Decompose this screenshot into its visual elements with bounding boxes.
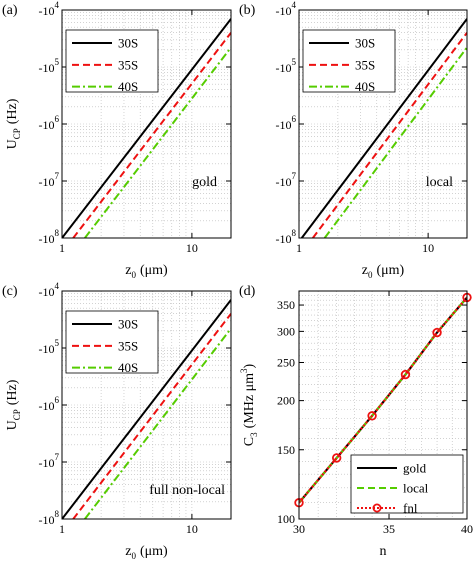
series-line-35S <box>72 32 231 238</box>
legend-label: 40S <box>118 360 138 375</box>
legend-label: 40S <box>355 79 375 94</box>
axes-frame <box>298 290 468 520</box>
x-tick-label: 35 <box>383 522 395 536</box>
panel-annotation: gold <box>192 175 217 190</box>
x-axis-label: z0 (μm) <box>125 263 168 280</box>
y-tick-label: -104 <box>276 0 297 18</box>
panel-label: (a) <box>2 3 18 18</box>
panel-2: 1 10 -104 -105 -106 -107 -108 (b) z0 (μm) local 30S… <box>239 0 468 280</box>
y-tick-label: -107 <box>39 452 60 470</box>
series-line-35S <box>72 313 231 519</box>
series-line-30S <box>300 18 467 238</box>
x-tick-label: 1 <box>296 241 302 255</box>
y-tick-label: -108 <box>39 509 60 527</box>
legend-label: 35S <box>355 57 375 72</box>
series-group <box>62 299 231 519</box>
legend-label: 30S <box>118 36 138 51</box>
legend-label: gold <box>403 461 427 476</box>
series-line-30S <box>62 18 231 238</box>
series-line-40S <box>323 46 467 238</box>
x-tick-label: 1 <box>59 241 65 255</box>
legend-box <box>65 310 159 374</box>
legend-label: 35S <box>118 338 138 353</box>
panel-4: 30 35 40 100 150 200 250 300 350 (d) n C3(MHz μm3) g… <box>239 284 473 559</box>
legend: 30S 35S 40S <box>65 29 159 94</box>
x-tick-label: 10 <box>422 241 434 255</box>
x-tick-label: 10 <box>186 522 198 536</box>
series-line-30S <box>62 299 231 519</box>
data-point-fnl <box>367 411 377 421</box>
legend-label: 35S <box>118 57 138 72</box>
y-tick-label: -107 <box>39 171 60 189</box>
panel-label: (b) <box>239 3 256 18</box>
y-axis-label: UCP(Hz) <box>5 98 22 149</box>
y-tick-label: 150 <box>277 443 295 457</box>
legend-label: fnl <box>403 501 418 516</box>
series-group <box>300 18 467 238</box>
x-axis-label: n <box>380 544 387 559</box>
data-point-fnl <box>400 369 411 380</box>
data-point-fnl <box>432 327 442 338</box>
y-axis-label: C3(MHz μm3) <box>239 363 259 446</box>
x-tick-label: 30 <box>293 522 305 536</box>
y-tick-label: -108 <box>39 228 60 246</box>
y-tick-label: -106 <box>39 395 60 413</box>
y-tick-label: 350 <box>277 298 295 312</box>
legend-box <box>350 454 464 514</box>
series-line-35S <box>312 32 467 238</box>
legend: gold local fnl <box>350 454 464 516</box>
y-tick-label: 300 <box>277 324 295 338</box>
y-tick-label: -106 <box>39 114 60 132</box>
y-tick-label: 250 <box>277 356 295 370</box>
y-tick-label: 200 <box>277 394 295 408</box>
y-tick-label: 100 <box>277 512 295 526</box>
legend: 30S 35S 40S <box>65 310 159 375</box>
y-tick-label: -107 <box>276 171 297 189</box>
y-tick-label: -105 <box>276 57 297 75</box>
y-tick-label: -105 <box>39 57 60 75</box>
legend-box <box>65 29 159 93</box>
y-tick-label: -108 <box>276 228 297 246</box>
legend-label: 30S <box>355 36 375 51</box>
y-tick-label: -104 <box>39 281 60 299</box>
data-point-fnl <box>331 453 342 463</box>
x-axis-label: z0 (μm) <box>125 544 168 561</box>
legend-label: local <box>403 481 429 496</box>
panel-1: 1 10 -104 -105 -106 -107 -108 (a) z0 (μm) UCP(Hz) g… <box>2 0 232 280</box>
x-axis-label: z0 (μm) <box>362 263 405 280</box>
legend-label: 40S <box>118 79 138 94</box>
series-group <box>62 18 231 238</box>
x-tick-label: 40 <box>461 522 473 536</box>
legend-label: 30S <box>118 317 138 332</box>
series-line-fnl <box>299 296 467 504</box>
legend-box <box>302 29 396 93</box>
panel-label: (d) <box>239 284 256 299</box>
x-tick-label: 1 <box>59 522 65 536</box>
legend-marker <box>372 503 382 513</box>
legend: 30S 35S 40S <box>302 29 396 94</box>
series-group <box>299 296 467 504</box>
y-tick-label: -106 <box>276 114 297 132</box>
y-tick-label: -105 <box>39 338 60 356</box>
panel-3: 1 10 -104 -105 -106 -107 -108 (c) z0 (μm) UCP(Hz) f… <box>2 281 232 561</box>
x-tick-label: 10 <box>186 241 198 255</box>
y-tick-label: -104 <box>39 0 60 18</box>
y-axis-label: UCP(Hz) <box>5 379 22 430</box>
panel-label: (c) <box>2 284 18 299</box>
panel-annotation: local <box>426 175 453 190</box>
panel-annotation: full non-local <box>149 483 225 498</box>
